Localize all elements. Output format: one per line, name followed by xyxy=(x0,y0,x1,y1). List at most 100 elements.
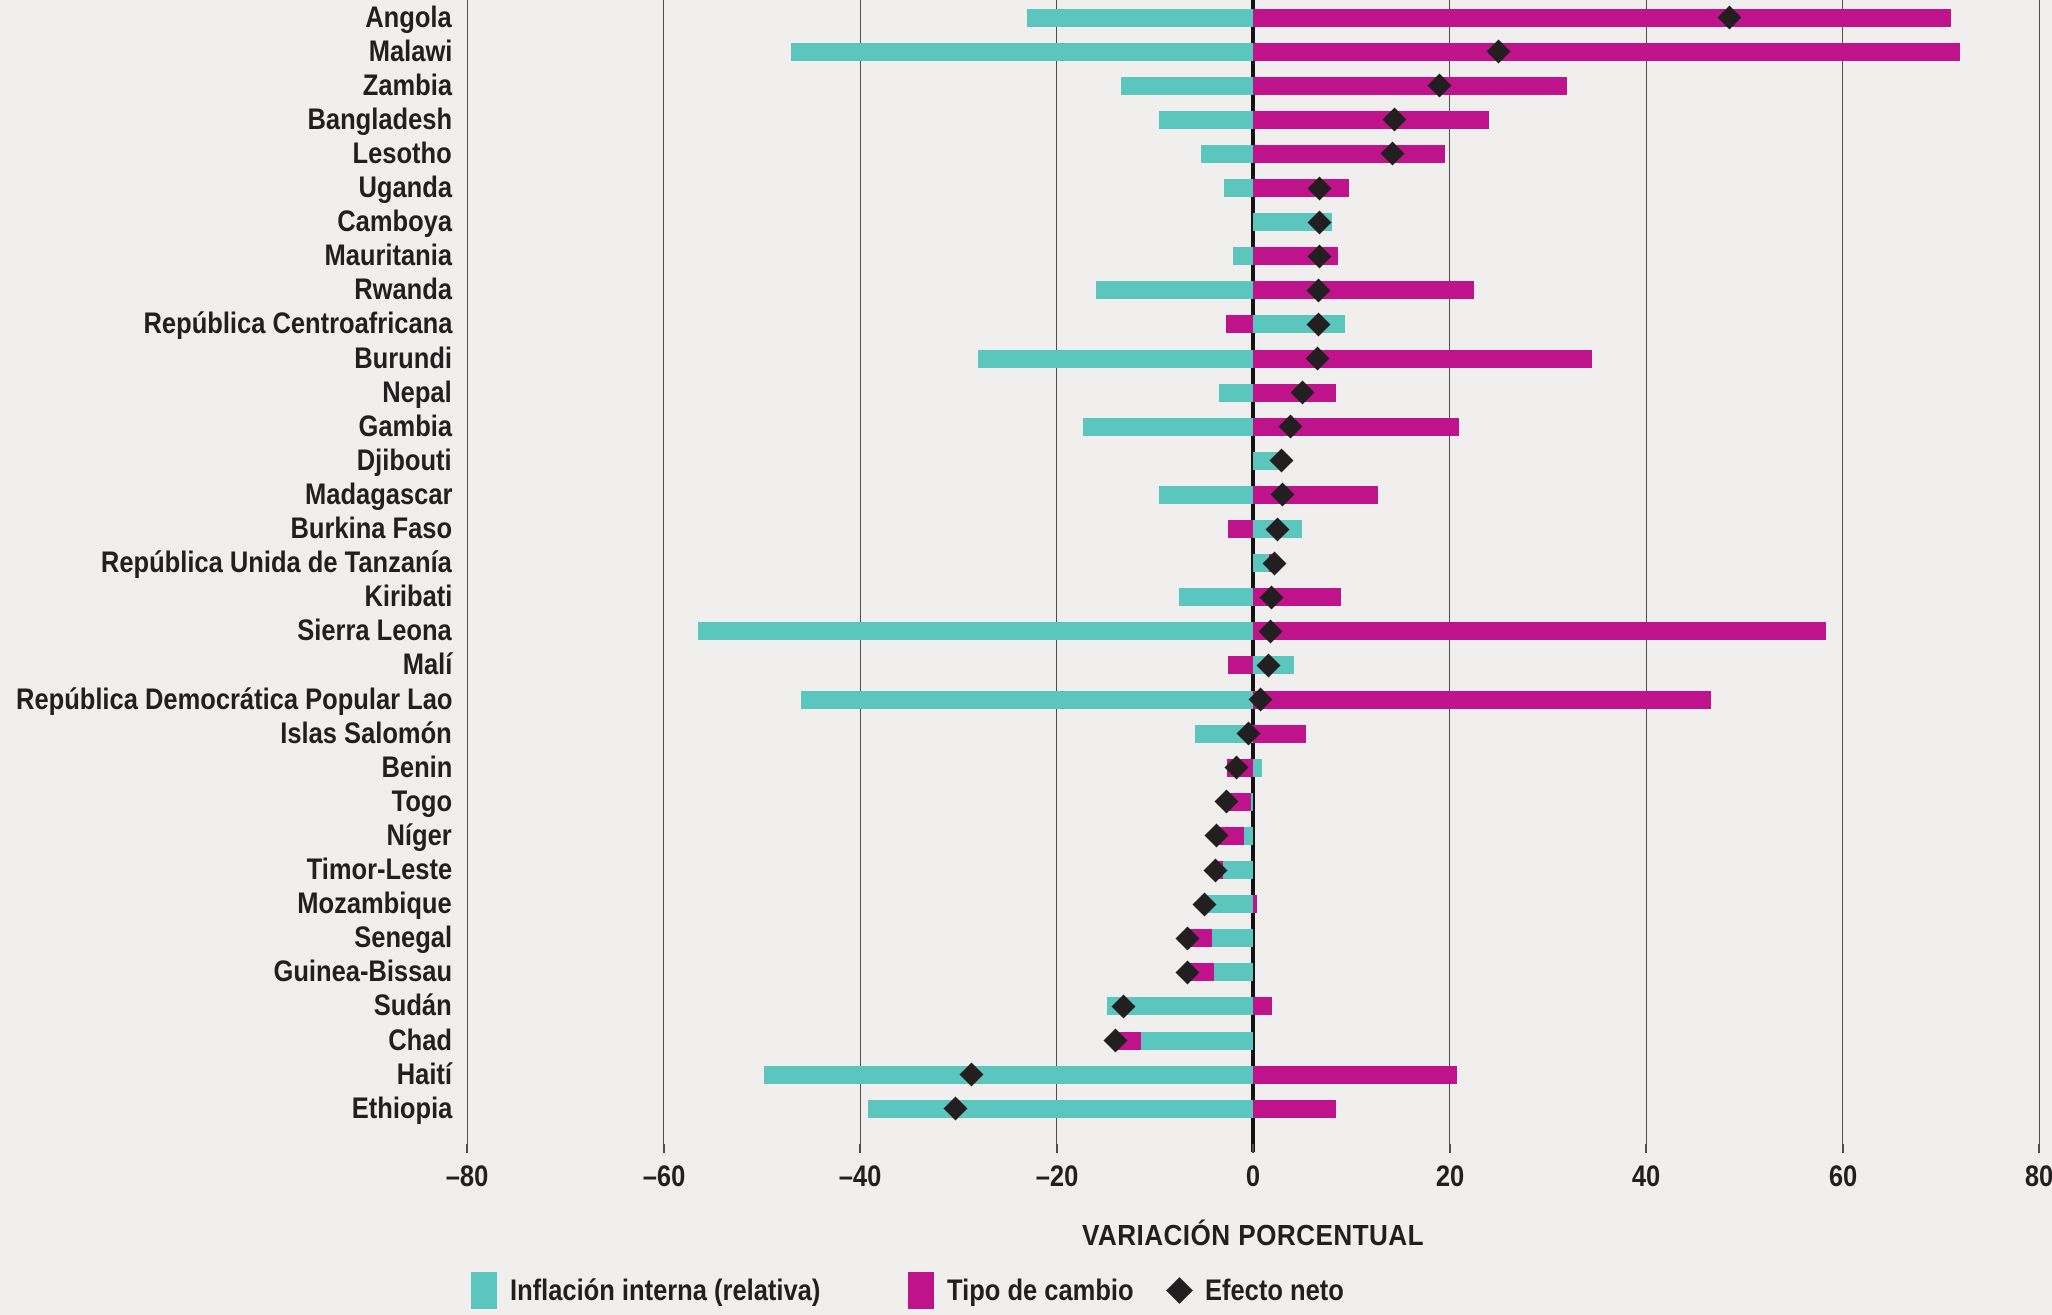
inflation-bar xyxy=(1095,281,1253,300)
inflation-bar xyxy=(801,690,1253,709)
country-label: Islas Salomón xyxy=(280,716,452,750)
country-label: República Democrática Popular Lao xyxy=(15,682,452,716)
x-tick-label: –40 xyxy=(838,1160,882,1193)
country-label: Angola xyxy=(365,0,452,34)
inflation-bar xyxy=(1211,929,1253,948)
x-tick-label: –80 xyxy=(445,1160,489,1193)
inflation-bar xyxy=(1213,963,1253,982)
gridline xyxy=(466,0,468,1144)
exchange-rate-bar xyxy=(1253,349,1592,368)
country-label: Sierra Leona xyxy=(297,614,452,648)
x-tick-mark xyxy=(466,1144,468,1153)
country-label: Burkina Faso xyxy=(290,512,452,545)
x-tick-label: 60 xyxy=(1828,1160,1857,1193)
inflation-bar xyxy=(1218,383,1253,402)
exchange-rate-bar xyxy=(1226,315,1253,334)
x-tick-label: 40 xyxy=(1631,1160,1661,1193)
country-label: Nepal xyxy=(382,375,452,409)
country-label: Senegal xyxy=(354,921,452,955)
inflation-bar xyxy=(1106,997,1253,1016)
inflation-bar xyxy=(977,349,1253,368)
country-label: Djibouti xyxy=(357,443,452,477)
x-tick-label: 80 xyxy=(2024,1160,2052,1193)
x-tick-label: 20 xyxy=(1435,1160,1464,1193)
country-label: Haití xyxy=(396,1057,452,1091)
inflation-bar xyxy=(1158,485,1253,504)
country-label: Bangladesh xyxy=(307,102,452,136)
exchange-rate-bar xyxy=(1253,281,1475,300)
inflation-bar xyxy=(1121,76,1253,95)
exchange-rate-bar xyxy=(1253,1099,1336,1118)
exchange-rate-bar xyxy=(1253,997,1272,1016)
country-label: Rwanda xyxy=(354,273,452,307)
country-label: Madagascar xyxy=(304,477,452,511)
exchange-rate-bar xyxy=(1253,144,1445,163)
inflation-bar xyxy=(1195,724,1253,743)
inflation-bar xyxy=(1251,792,1253,811)
inflation-bar xyxy=(1233,247,1253,266)
x-tick-mark xyxy=(1252,1144,1254,1153)
inflation-bar xyxy=(1253,315,1346,334)
x-tick-mark xyxy=(1055,1144,1058,1153)
inflation-bar xyxy=(791,42,1253,61)
gridline xyxy=(2038,0,2040,1144)
country-label: Kiribati xyxy=(364,580,452,614)
x-tick-label: –60 xyxy=(642,1160,685,1193)
gridline xyxy=(1449,0,1450,1144)
gridline xyxy=(1056,0,1057,1144)
zero-baseline xyxy=(1251,0,1255,1152)
inflation-bar xyxy=(1253,554,1269,573)
inflation-bar xyxy=(1179,588,1253,607)
country-label: Mozambique xyxy=(297,887,452,921)
x-tick-label: 0 xyxy=(1245,1160,1261,1193)
x-tick-mark xyxy=(1645,1144,1647,1153)
exchange-rate-bar xyxy=(1253,1065,1458,1084)
inflation-bar xyxy=(1253,758,1262,777)
country-label: Ethiopia xyxy=(351,1091,452,1125)
country-label: Timor-Leste xyxy=(306,853,452,886)
exchange-rate-bar xyxy=(1253,724,1307,743)
country-label: Gambia xyxy=(358,409,452,443)
exchange-rate-bar xyxy=(1253,417,1460,436)
inflation-bar xyxy=(1158,110,1253,129)
inflation-bar xyxy=(1027,8,1253,27)
inflation-bar xyxy=(1244,826,1253,845)
x-tick-mark xyxy=(2038,1144,2040,1153)
inflation-bar xyxy=(1222,861,1253,879)
exchange-rate-bar xyxy=(1253,690,1711,709)
gridline xyxy=(1645,0,1647,1144)
x-tick-mark xyxy=(1841,1144,1844,1153)
inflation-bar xyxy=(1083,417,1253,436)
country-label: República Unida de Tanzanía xyxy=(101,546,452,580)
country-label: Benin xyxy=(381,750,452,784)
country-label: Burundi xyxy=(354,341,452,375)
inflation-bar xyxy=(1200,895,1253,914)
inflation-bar xyxy=(1200,144,1253,163)
country-label: Malawi xyxy=(368,34,452,68)
country-label: Níger xyxy=(386,818,452,852)
country-label: Chad xyxy=(388,1023,452,1057)
country-label: República Centroafricana xyxy=(143,307,452,341)
exchange-rate-bar xyxy=(1253,42,1961,61)
country-label: Malí xyxy=(402,648,452,682)
exchange-rate-bar xyxy=(1253,622,1826,641)
legend-net-effect-diamond-icon xyxy=(1166,1277,1193,1304)
exchange-rate-bar xyxy=(1253,76,1568,95)
exchange-rate-bar xyxy=(1253,179,1350,197)
x-tick-mark xyxy=(1448,1144,1451,1153)
country-label: Lesotho xyxy=(352,136,452,170)
inflation-bar xyxy=(697,622,1253,641)
legend-label: Inflación interna (relativa) xyxy=(510,1274,821,1307)
country-label: Sudán xyxy=(374,989,452,1023)
x-axis-title: VARIACIÓN PORCENTUAL xyxy=(1081,1220,1425,1252)
gridline xyxy=(663,0,664,1144)
exchange-rate-bar xyxy=(1253,110,1489,129)
country-label: Uganda xyxy=(358,171,452,204)
legend-label: Tipo de cambio xyxy=(947,1274,1134,1307)
gridline xyxy=(1842,0,1843,1144)
exchange-rate-bar xyxy=(1253,8,1951,27)
inflation-bar xyxy=(763,1065,1253,1084)
x-tick-mark xyxy=(662,1144,665,1153)
inflation-bar xyxy=(1223,179,1253,197)
